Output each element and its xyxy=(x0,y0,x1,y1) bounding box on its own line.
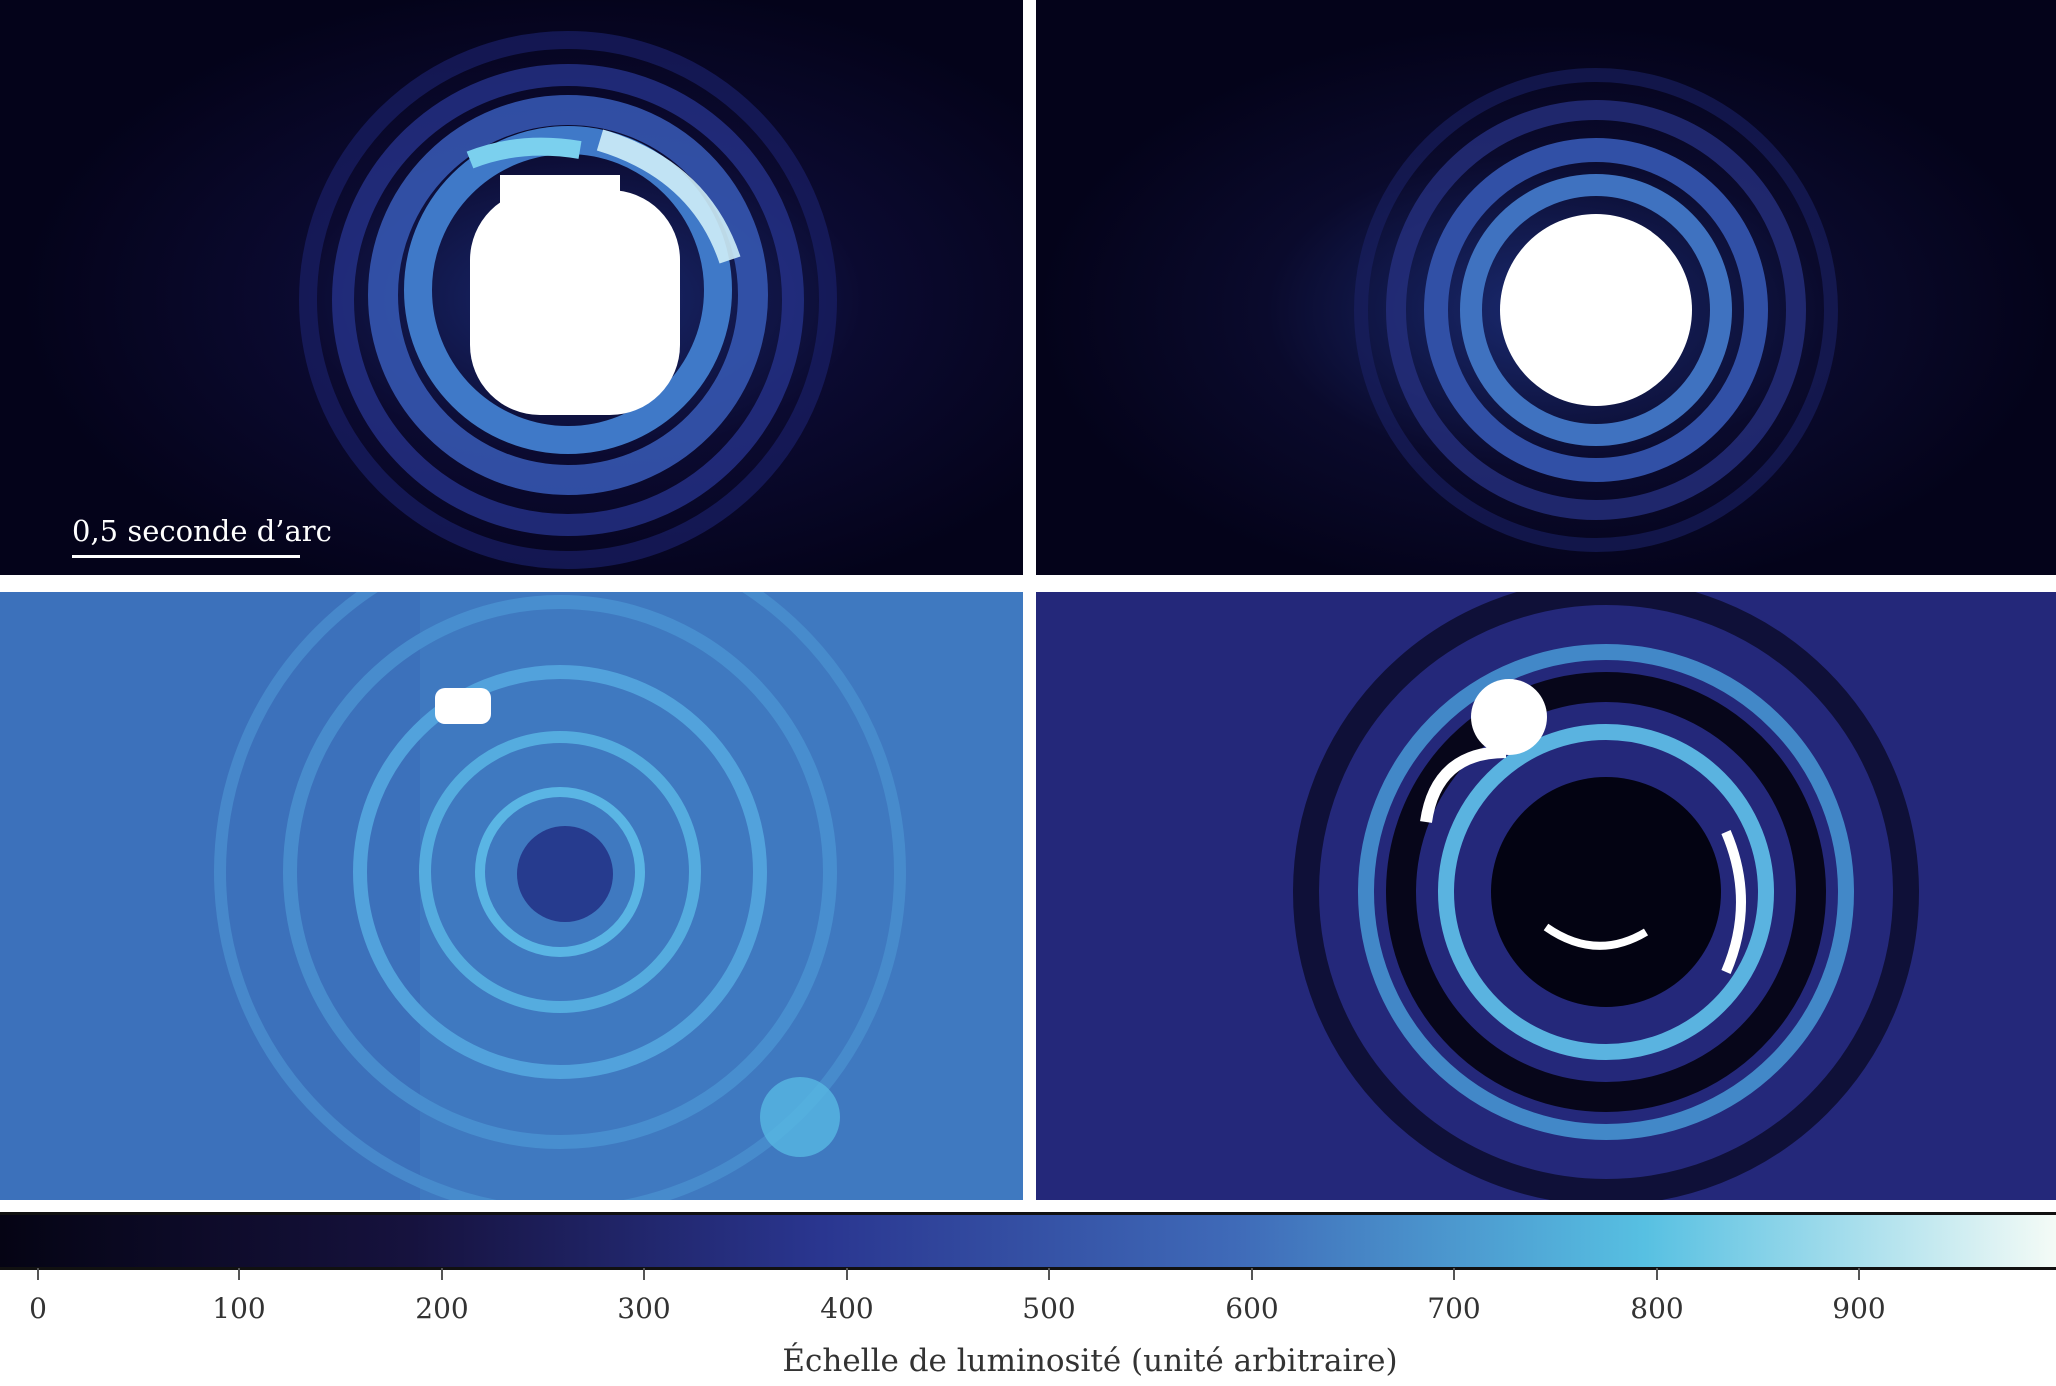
star-image-raw xyxy=(0,0,1023,575)
colorbar-tick xyxy=(1048,1268,1050,1280)
bottom-left-residual-image xyxy=(0,592,1023,1200)
residual-subtracted-image xyxy=(1036,592,2056,1200)
colorbar-tick xyxy=(1858,1268,1860,1280)
top-left-star-image: 0,5 seconde d’arc xyxy=(0,0,1023,575)
scale-bar-label: 0,5 seconde d’arc xyxy=(72,514,332,548)
scale-bar xyxy=(72,555,300,558)
colorbar-tick-label: 800 xyxy=(1630,1292,1684,1325)
colorbar-tick-label: 400 xyxy=(820,1292,874,1325)
colorbar-tick-label: 500 xyxy=(1022,1292,1076,1325)
colorbar-tick xyxy=(441,1268,443,1280)
colorbar-tick xyxy=(238,1268,240,1280)
colorbar-tick-label: 0 xyxy=(29,1292,47,1325)
residual-ratio-image xyxy=(0,592,1023,1200)
colorbar-tick-label: 700 xyxy=(1427,1292,1481,1325)
colorbar-title: Échelle de luminosité (unité arbitraire) xyxy=(782,1343,1398,1379)
colorbar-tick xyxy=(1453,1268,1455,1280)
star-image-reference xyxy=(1036,0,2056,575)
colorbar-tick-label: 600 xyxy=(1225,1292,1279,1325)
colorbar-tick-label: 300 xyxy=(617,1292,671,1325)
luminosity-colorbar xyxy=(0,1212,2056,1270)
colorbar-tick-label: 200 xyxy=(415,1292,469,1325)
colorbar-tick xyxy=(1656,1268,1658,1280)
bottom-right-residual-image xyxy=(1036,592,2056,1200)
top-right-star-image xyxy=(1036,0,2056,575)
colorbar-tick-label: 900 xyxy=(1832,1292,1886,1325)
colorbar-tick-label: 100 xyxy=(212,1292,266,1325)
colorbar-tick xyxy=(37,1268,39,1280)
colorbar-tick xyxy=(846,1268,848,1280)
colorbar-tick xyxy=(1251,1268,1253,1280)
colorbar-tick xyxy=(643,1268,645,1280)
